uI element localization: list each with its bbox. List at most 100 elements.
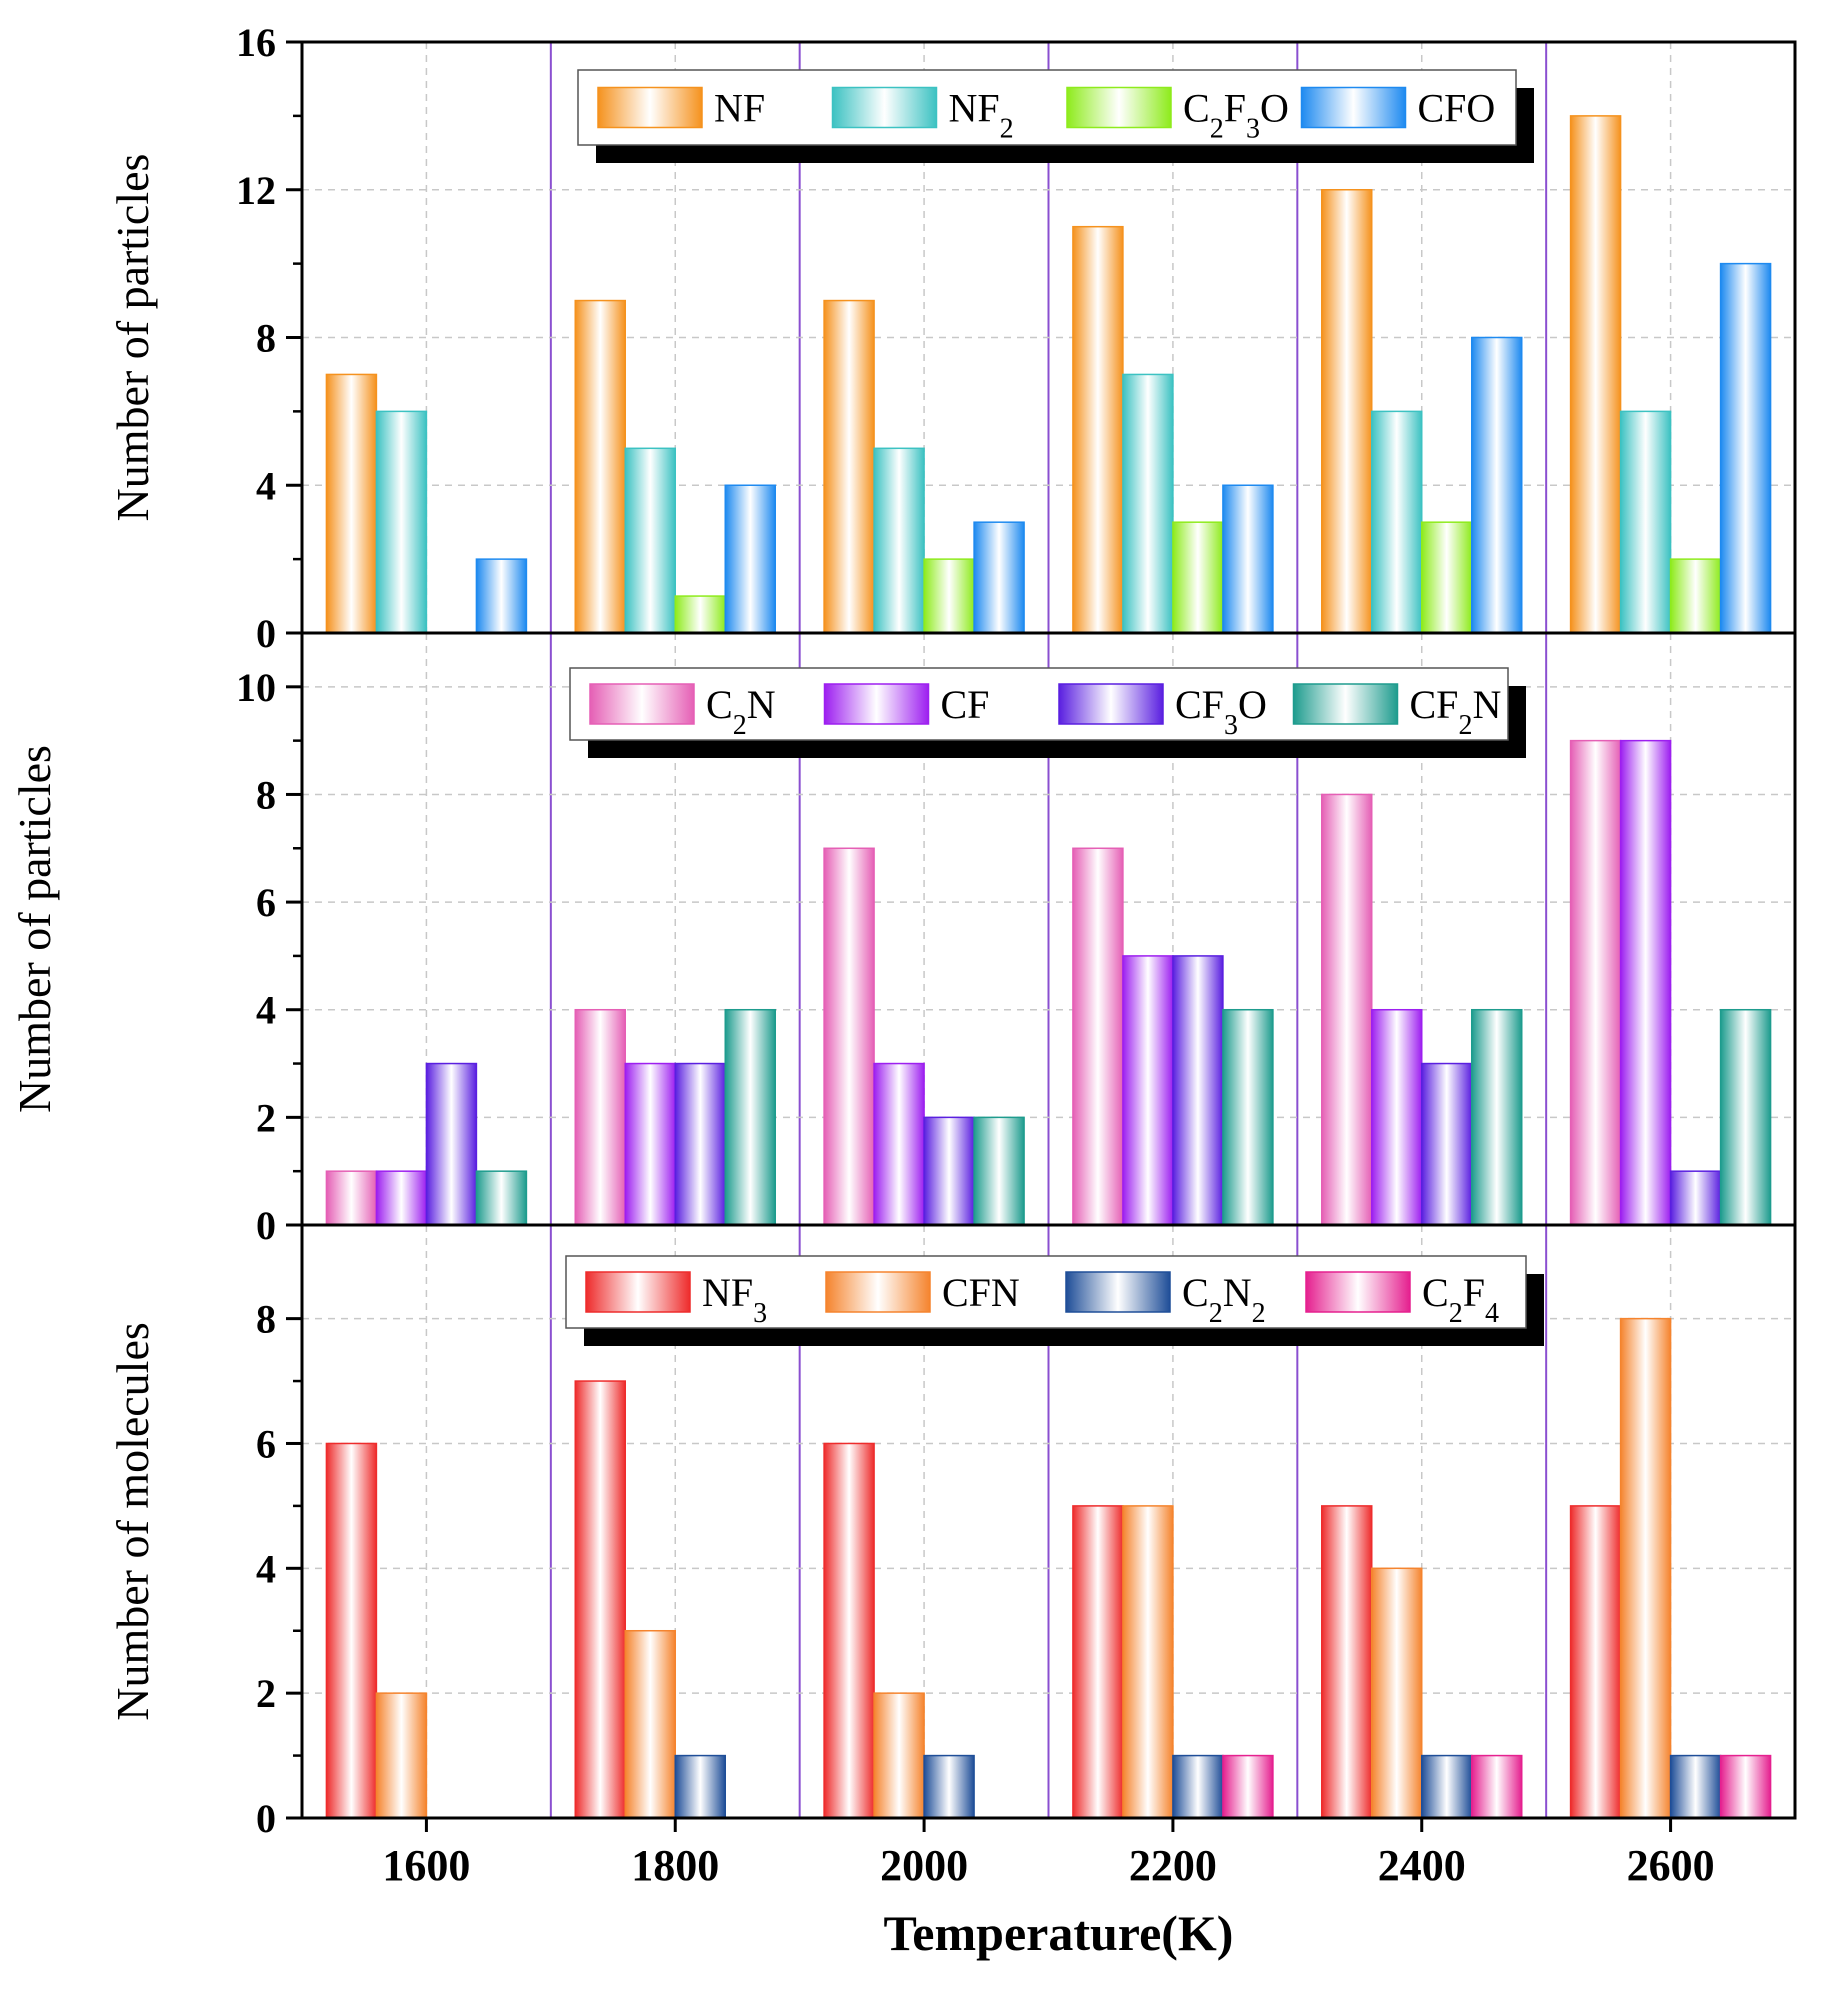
x-tick-label: 1800 bbox=[631, 1841, 719, 1890]
legend-label-C2N: C2N bbox=[706, 682, 776, 741]
bar-NF2-1800 bbox=[624, 447, 676, 634]
x-axis-title: Temperature(K) bbox=[884, 1905, 1234, 1961]
y-tick-label: 12 bbox=[236, 168, 276, 213]
bar-CF3O-1800 bbox=[674, 1062, 726, 1226]
bar-NF3-2200 bbox=[1072, 1505, 1124, 1819]
y-tick-label: 4 bbox=[256, 1546, 276, 1591]
legend-swatch-C2F4 bbox=[1305, 1271, 1411, 1313]
bar-C2F4-2200 bbox=[1222, 1754, 1274, 1819]
bar-NF2-2200 bbox=[1122, 373, 1174, 634]
bar-NF3-2000 bbox=[823, 1442, 875, 1819]
bar-CF2N-1800 bbox=[724, 1008, 776, 1226]
legend-label-NF: NF bbox=[714, 86, 765, 131]
bar-CFN-2200 bbox=[1122, 1505, 1174, 1819]
bar-CF3O-1600 bbox=[425, 1062, 478, 1226]
legend-swatch-C2N2 bbox=[1065, 1271, 1171, 1313]
x-tick-label: 1600 bbox=[382, 1841, 470, 1890]
bar-C2N-1600 bbox=[325, 1170, 378, 1226]
bar-CF-2400 bbox=[1371, 1008, 1423, 1226]
bar-CF3O-2200 bbox=[1172, 955, 1224, 1226]
y-tick-label: 0 bbox=[256, 1203, 276, 1248]
y-tick-label: 8 bbox=[256, 1297, 276, 1342]
bar-NF-1800 bbox=[574, 299, 626, 634]
legend-label-CFO: CFO bbox=[1418, 86, 1496, 131]
bar-C2F3O-2200 bbox=[1172, 521, 1224, 634]
bar-CF-1800 bbox=[624, 1062, 676, 1226]
bar-C2N2-2200 bbox=[1172, 1754, 1224, 1819]
bar-C2F4-2600 bbox=[1719, 1754, 1772, 1819]
y-tick-label: 16 bbox=[236, 20, 276, 65]
panel-1: 0 4 8 12 16 Number of particles NF NF2 C2F3O CFO bbox=[107, 20, 1797, 656]
legend-label-CF2N: CF2N bbox=[1410, 682, 1502, 741]
y-axis-title: Number of particles bbox=[107, 154, 158, 522]
legend-label-C2F4: C2F4 bbox=[1422, 1270, 1499, 1329]
x-tick-label: 2000 bbox=[880, 1841, 968, 1890]
y-tick-label: 2 bbox=[256, 1095, 276, 1140]
x-tick-label: 2600 bbox=[1627, 1841, 1715, 1890]
panel-3: 0 2 4 6 8 Number of molecules NF3 CFN C2N2 C2F4 bbox=[107, 1223, 1797, 1841]
bar-C2N2-2600 bbox=[1669, 1754, 1722, 1819]
panel-2: 0 2 4 6 8 10 Number of particles C2N CF CF3O CF2N bbox=[9, 631, 1797, 1248]
legend-swatch-NF3 bbox=[585, 1271, 691, 1313]
legend-label-C2N2: C2N2 bbox=[1182, 1270, 1266, 1329]
bar-C2N-1800 bbox=[574, 1008, 626, 1226]
legend-label-C2F3O: C2F3O bbox=[1183, 86, 1289, 145]
bar-CF2N-2000 bbox=[973, 1116, 1025, 1226]
bar-CF2N-2200 bbox=[1222, 1008, 1274, 1226]
y-tick-label: 4 bbox=[256, 988, 276, 1033]
bar-CFO-2600 bbox=[1719, 262, 1772, 634]
y-tick-label: 8 bbox=[256, 316, 276, 361]
bar-C2N2-1800 bbox=[674, 1754, 726, 1819]
y-tick-label: 4 bbox=[256, 463, 276, 508]
bar-NF-1600 bbox=[325, 373, 378, 634]
legend-swatch-NF bbox=[597, 86, 703, 129]
bar-CFN-1800 bbox=[624, 1629, 676, 1819]
bar-NF2-2000 bbox=[873, 447, 925, 634]
legend-swatch-C2F3O bbox=[1066, 86, 1172, 129]
bar-C2F3O-1800 bbox=[674, 595, 726, 634]
bar-CF-2200 bbox=[1122, 955, 1174, 1226]
bar-CF2N-2400 bbox=[1471, 1008, 1523, 1226]
bar-NF3-2600 bbox=[1569, 1505, 1622, 1819]
bar-CF3O-2600 bbox=[1669, 1170, 1722, 1226]
legend-label-NF2: NF2 bbox=[949, 86, 1014, 145]
bar-NF-2400 bbox=[1321, 189, 1373, 634]
legend-swatch-CFN bbox=[825, 1271, 931, 1313]
bar-C2N-2000 bbox=[823, 847, 875, 1226]
y-axis-title: Number of molecules bbox=[107, 1322, 158, 1721]
bar-CFO-2200 bbox=[1222, 484, 1274, 634]
panel-frame bbox=[300, 1223, 1797, 1820]
legend-label-CF: CF bbox=[941, 682, 990, 727]
legend: C2N CF CF3O CF2N bbox=[569, 667, 1526, 758]
y-axis-title: Number of particles bbox=[9, 745, 60, 1113]
bar-NF3-2400 bbox=[1321, 1505, 1373, 1819]
bar-C2F4-2400 bbox=[1471, 1754, 1523, 1819]
y-tick-label: 10 bbox=[236, 665, 276, 710]
bar-C2N2-2000 bbox=[923, 1754, 975, 1819]
legend-label-NF3: NF3 bbox=[702, 1270, 767, 1329]
y-tick-label: 0 bbox=[256, 611, 276, 656]
bar-NF3-1800 bbox=[574, 1380, 626, 1819]
bar-CF2N-2600 bbox=[1719, 1008, 1772, 1226]
y-tick-label: 2 bbox=[256, 1671, 276, 1716]
bar-CFN-2600 bbox=[1619, 1317, 1672, 1819]
bar-CFO-1600 bbox=[475, 558, 528, 634]
legend-label-CF3O: CF3O bbox=[1175, 682, 1267, 741]
legend: NF NF2 C2F3O CFO bbox=[577, 69, 1534, 163]
bar-NF-2600 bbox=[1569, 115, 1622, 634]
bar-CF-1600 bbox=[375, 1170, 428, 1226]
bar-CFO-2400 bbox=[1471, 336, 1523, 634]
legend-swatch-CFO bbox=[1300, 86, 1407, 129]
bar-CF2N-1600 bbox=[475, 1170, 528, 1226]
bar-NF3-1600 bbox=[325, 1442, 378, 1819]
bar-NF2-2400 bbox=[1371, 410, 1423, 634]
legend-swatch-NF2 bbox=[831, 86, 938, 129]
legend-swatch-CF3O bbox=[1058, 683, 1164, 725]
bar-CFN-2000 bbox=[873, 1692, 925, 1819]
legend-swatch-C2N bbox=[589, 683, 695, 725]
bar-CFN-2400 bbox=[1371, 1567, 1423, 1819]
bar-CF3O-2000 bbox=[923, 1116, 975, 1226]
bar-C2N-2400 bbox=[1321, 793, 1373, 1226]
y-tick-label: 0 bbox=[256, 1796, 276, 1841]
